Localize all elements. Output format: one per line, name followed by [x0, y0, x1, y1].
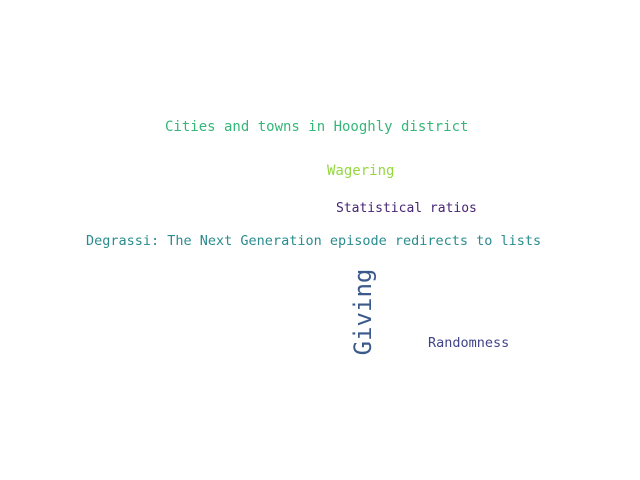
word-statistical-ratios: Statistical ratios — [336, 201, 477, 216]
word-randomness: Randomness — [428, 335, 510, 351]
word-wagering: Wagering — [327, 163, 395, 179]
word-giving: Giving — [349, 268, 377, 356]
word-degrassi: Degrassi: The Next Generation episode re… — [86, 233, 542, 249]
word-cities-hooghly: Cities and towns in Hooghly district — [165, 119, 469, 135]
